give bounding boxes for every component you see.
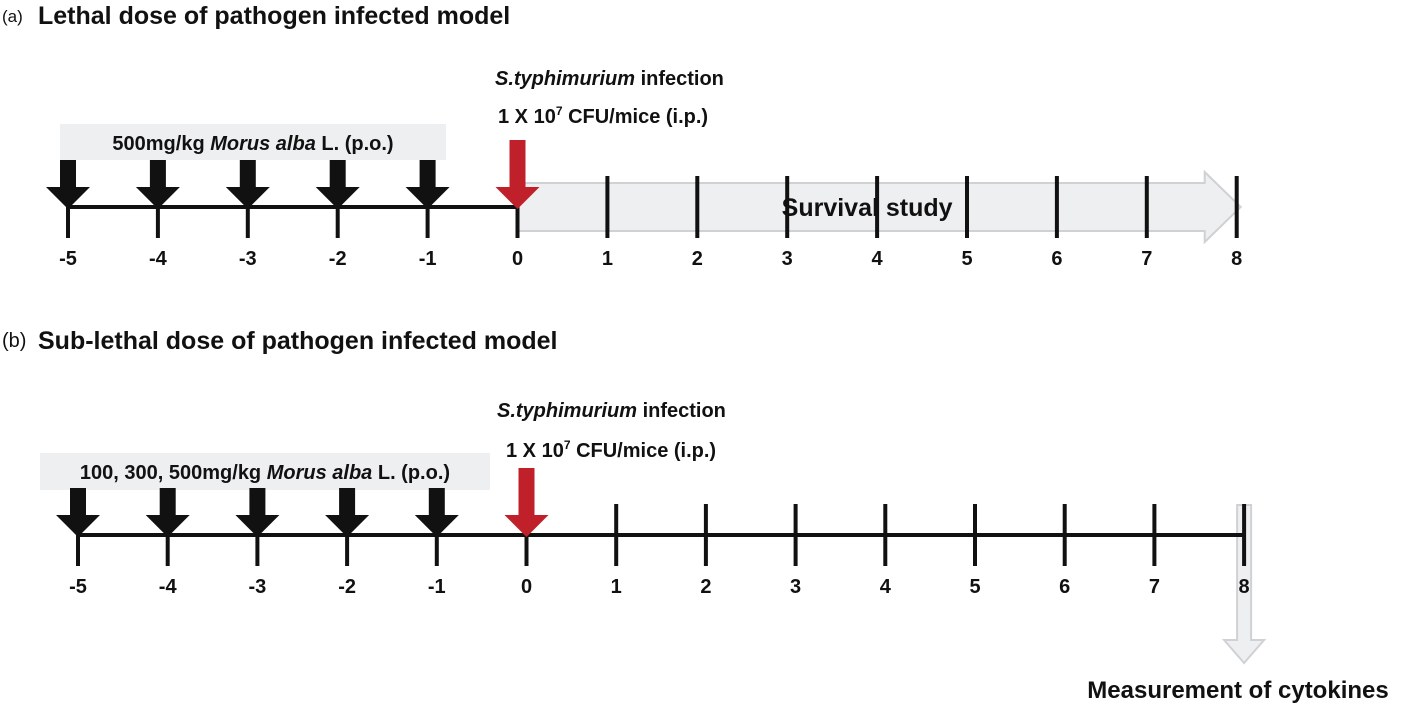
dose-arrow-icon bbox=[325, 488, 370, 537]
day-label: -2 bbox=[329, 248, 347, 270]
day-label: 0 bbox=[521, 576, 532, 598]
panel-b-inoculum-label: 1 X 107 CFU/mice (i.p.) bbox=[506, 438, 716, 462]
day-label: -4 bbox=[159, 576, 178, 598]
panel-b-letter: (b) bbox=[2, 330, 26, 352]
panel-b: (b) Sub-lethal dose of pathogen infected… bbox=[2, 327, 1389, 704]
panel-a-inoculum-label: 1 X 107 CFU/mice (i.p.) bbox=[498, 104, 708, 128]
panel-b-title: Sub-lethal dose of pathogen infected mod… bbox=[38, 327, 557, 355]
dose-arrow-icon bbox=[56, 488, 100, 537]
panel-a-dose-label: 500mg/kg Morus alba L. (p.o.) bbox=[112, 133, 393, 155]
panel-a-timeline: Survival study -5 -4 -3 -2 -1 0 1 2 3 4 5 6 7 8 bbox=[46, 140, 1242, 270]
measurement-label: Measurement of cytokines bbox=[1087, 677, 1388, 704]
day-label: -1 bbox=[428, 576, 446, 598]
day-label: 5 bbox=[969, 576, 980, 598]
day-label: -5 bbox=[59, 248, 77, 270]
panel-b-dose-label: 100, 300, 500mg/kg Morus alba L. (p.o.) bbox=[80, 462, 450, 484]
day-label: -3 bbox=[239, 248, 257, 270]
day-label: 0 bbox=[512, 248, 523, 270]
day-label: 6 bbox=[1059, 576, 1070, 598]
day-label: 3 bbox=[790, 576, 801, 598]
dose-arrow-icon bbox=[145, 488, 190, 537]
day-label: 7 bbox=[1141, 248, 1152, 270]
dose-arrow-icon bbox=[414, 488, 459, 537]
infection-arrow-icon bbox=[504, 468, 549, 537]
day-label: 4 bbox=[880, 576, 892, 598]
day-label: 2 bbox=[692, 248, 703, 270]
survival-study-label: Survival study bbox=[782, 194, 953, 222]
day-label: 4 bbox=[872, 248, 884, 270]
panel-a-dose-box bbox=[60, 124, 446, 160]
day-label: -1 bbox=[419, 248, 437, 270]
dose-arrow-icon bbox=[405, 160, 450, 209]
dose-arrow-icon bbox=[225, 160, 270, 209]
panel-a-title: Lethal dose of pathogen infected model bbox=[38, 2, 510, 30]
panel-b-dose-box bbox=[40, 453, 490, 490]
day-label: 6 bbox=[1051, 248, 1062, 270]
day-label: 1 bbox=[611, 576, 622, 598]
day-label: 5 bbox=[961, 248, 972, 270]
day-label: 3 bbox=[782, 248, 793, 270]
panel-b-infection-label: S.typhimurium infection bbox=[497, 400, 726, 422]
infection-arrow-icon bbox=[495, 140, 540, 209]
panel-a-infection-label: S.typhimurium infection bbox=[495, 68, 724, 90]
day-label: 1 bbox=[602, 248, 613, 270]
day-label: 7 bbox=[1149, 576, 1160, 598]
measurement-arrow bbox=[1221, 504, 1267, 665]
dose-arrow-icon bbox=[46, 160, 90, 209]
panel-a: (a) Lethal dose of pathogen infected mod… bbox=[2, 2, 1242, 270]
day-label: 8 bbox=[1239, 576, 1250, 598]
day-label: -5 bbox=[69, 576, 87, 598]
day-label: 2 bbox=[700, 576, 711, 598]
dose-arrow-icon bbox=[235, 488, 280, 537]
dose-arrow-icon bbox=[315, 160, 360, 209]
day-label: -3 bbox=[249, 576, 267, 598]
day-label: 8 bbox=[1231, 248, 1242, 270]
panel-a-letter: (a) bbox=[2, 7, 23, 26]
day-label: -2 bbox=[338, 576, 356, 598]
day-label: -4 bbox=[149, 248, 168, 270]
dose-arrow-icon bbox=[135, 160, 180, 209]
panel-b-timeline: Measurement of cytokines -5 -4 -3 -2 -1 0 1 2 3 4 5… bbox=[56, 468, 1389, 704]
